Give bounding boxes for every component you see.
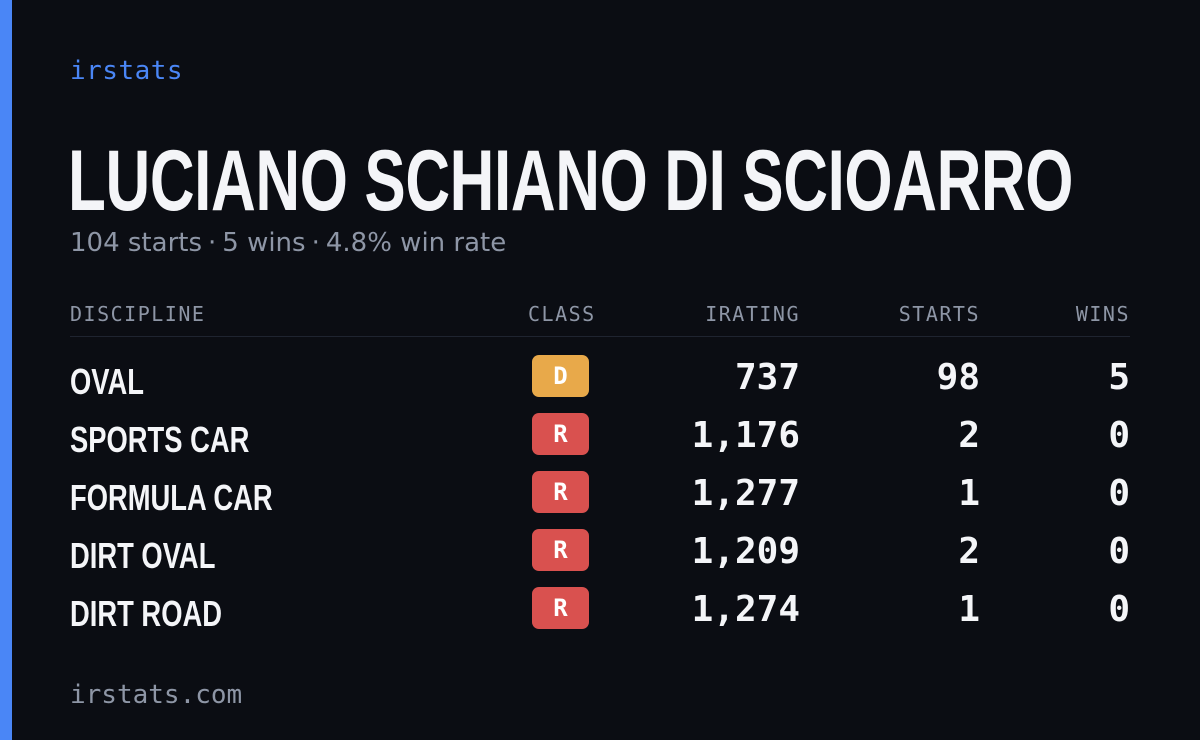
table-row: FORMULA CAR R 1,277 1 0 bbox=[70, 471, 1130, 529]
starts-value: 98 bbox=[936, 357, 980, 398]
table-body: OVAL D 737 98 5 SPORTS CAR R 1,176 2 0 F… bbox=[70, 355, 1130, 645]
table-row: SPORTS CAR R 1,176 2 0 bbox=[70, 413, 1130, 471]
class-badge: R bbox=[532, 587, 589, 629]
table-header: DISCIPLINE CLASS IRATING STARTS WINS bbox=[70, 298, 1130, 337]
table-row: DIRT ROAD R 1,274 1 0 bbox=[70, 587, 1130, 645]
column-header-starts: STARTS bbox=[898, 302, 980, 326]
starts-value: 1 bbox=[958, 473, 980, 514]
footer-url[interactable]: irstats.com bbox=[70, 680, 243, 710]
class-badge: R bbox=[532, 529, 589, 571]
class-badge: D bbox=[532, 355, 589, 397]
driver-summary: 104 starts · 5 wins · 4.8% win rate bbox=[70, 228, 506, 258]
starts-value: 1 bbox=[958, 589, 980, 630]
column-header-discipline: DISCIPLINE bbox=[70, 302, 206, 326]
discipline-name: FORMULA CAR bbox=[70, 477, 273, 518]
irating-value: 1,277 bbox=[691, 473, 800, 514]
starts-count: 104 starts bbox=[70, 228, 202, 258]
wins-value: 0 bbox=[1108, 415, 1130, 456]
discipline-name: DIRT OVAL bbox=[70, 535, 216, 576]
irating-value: 737 bbox=[734, 357, 800, 398]
driver-name: LUCIANO SCHIANO DI SCIOARRO bbox=[68, 133, 1074, 229]
wins-value: 0 bbox=[1108, 473, 1130, 514]
column-header-wins: WINS bbox=[1075, 302, 1130, 326]
discipline-name: SPORTS CAR bbox=[70, 419, 250, 460]
irating-value: 1,209 bbox=[691, 531, 800, 572]
brand-logo[interactable]: irstats bbox=[70, 56, 184, 86]
starts-value: 2 bbox=[958, 531, 980, 572]
discipline-name: OVAL bbox=[70, 361, 144, 402]
starts-value: 2 bbox=[958, 415, 980, 456]
win-rate: 4.8% win rate bbox=[325, 228, 507, 258]
column-header-class: CLASS bbox=[528, 302, 596, 326]
separator: · bbox=[311, 228, 320, 258]
separator: · bbox=[208, 228, 217, 258]
wins-value: 0 bbox=[1108, 531, 1130, 572]
column-header-irating: IRATING bbox=[705, 302, 800, 326]
class-badge: R bbox=[532, 413, 589, 455]
irating-value: 1,274 bbox=[691, 589, 800, 630]
stats-table: DISCIPLINE CLASS IRATING STARTS WINS OVA… bbox=[70, 298, 1130, 645]
wins-value: 0 bbox=[1108, 589, 1130, 630]
wins-count: 5 wins bbox=[222, 228, 306, 258]
table-row: OVAL D 737 98 5 bbox=[70, 355, 1130, 413]
discipline-name: DIRT ROAD bbox=[70, 593, 222, 634]
table-row: DIRT OVAL R 1,209 2 0 bbox=[70, 529, 1130, 587]
irating-value: 1,176 bbox=[691, 415, 800, 456]
accent-bar bbox=[0, 0, 12, 740]
wins-value: 5 bbox=[1108, 357, 1130, 398]
class-badge: R bbox=[532, 471, 589, 513]
